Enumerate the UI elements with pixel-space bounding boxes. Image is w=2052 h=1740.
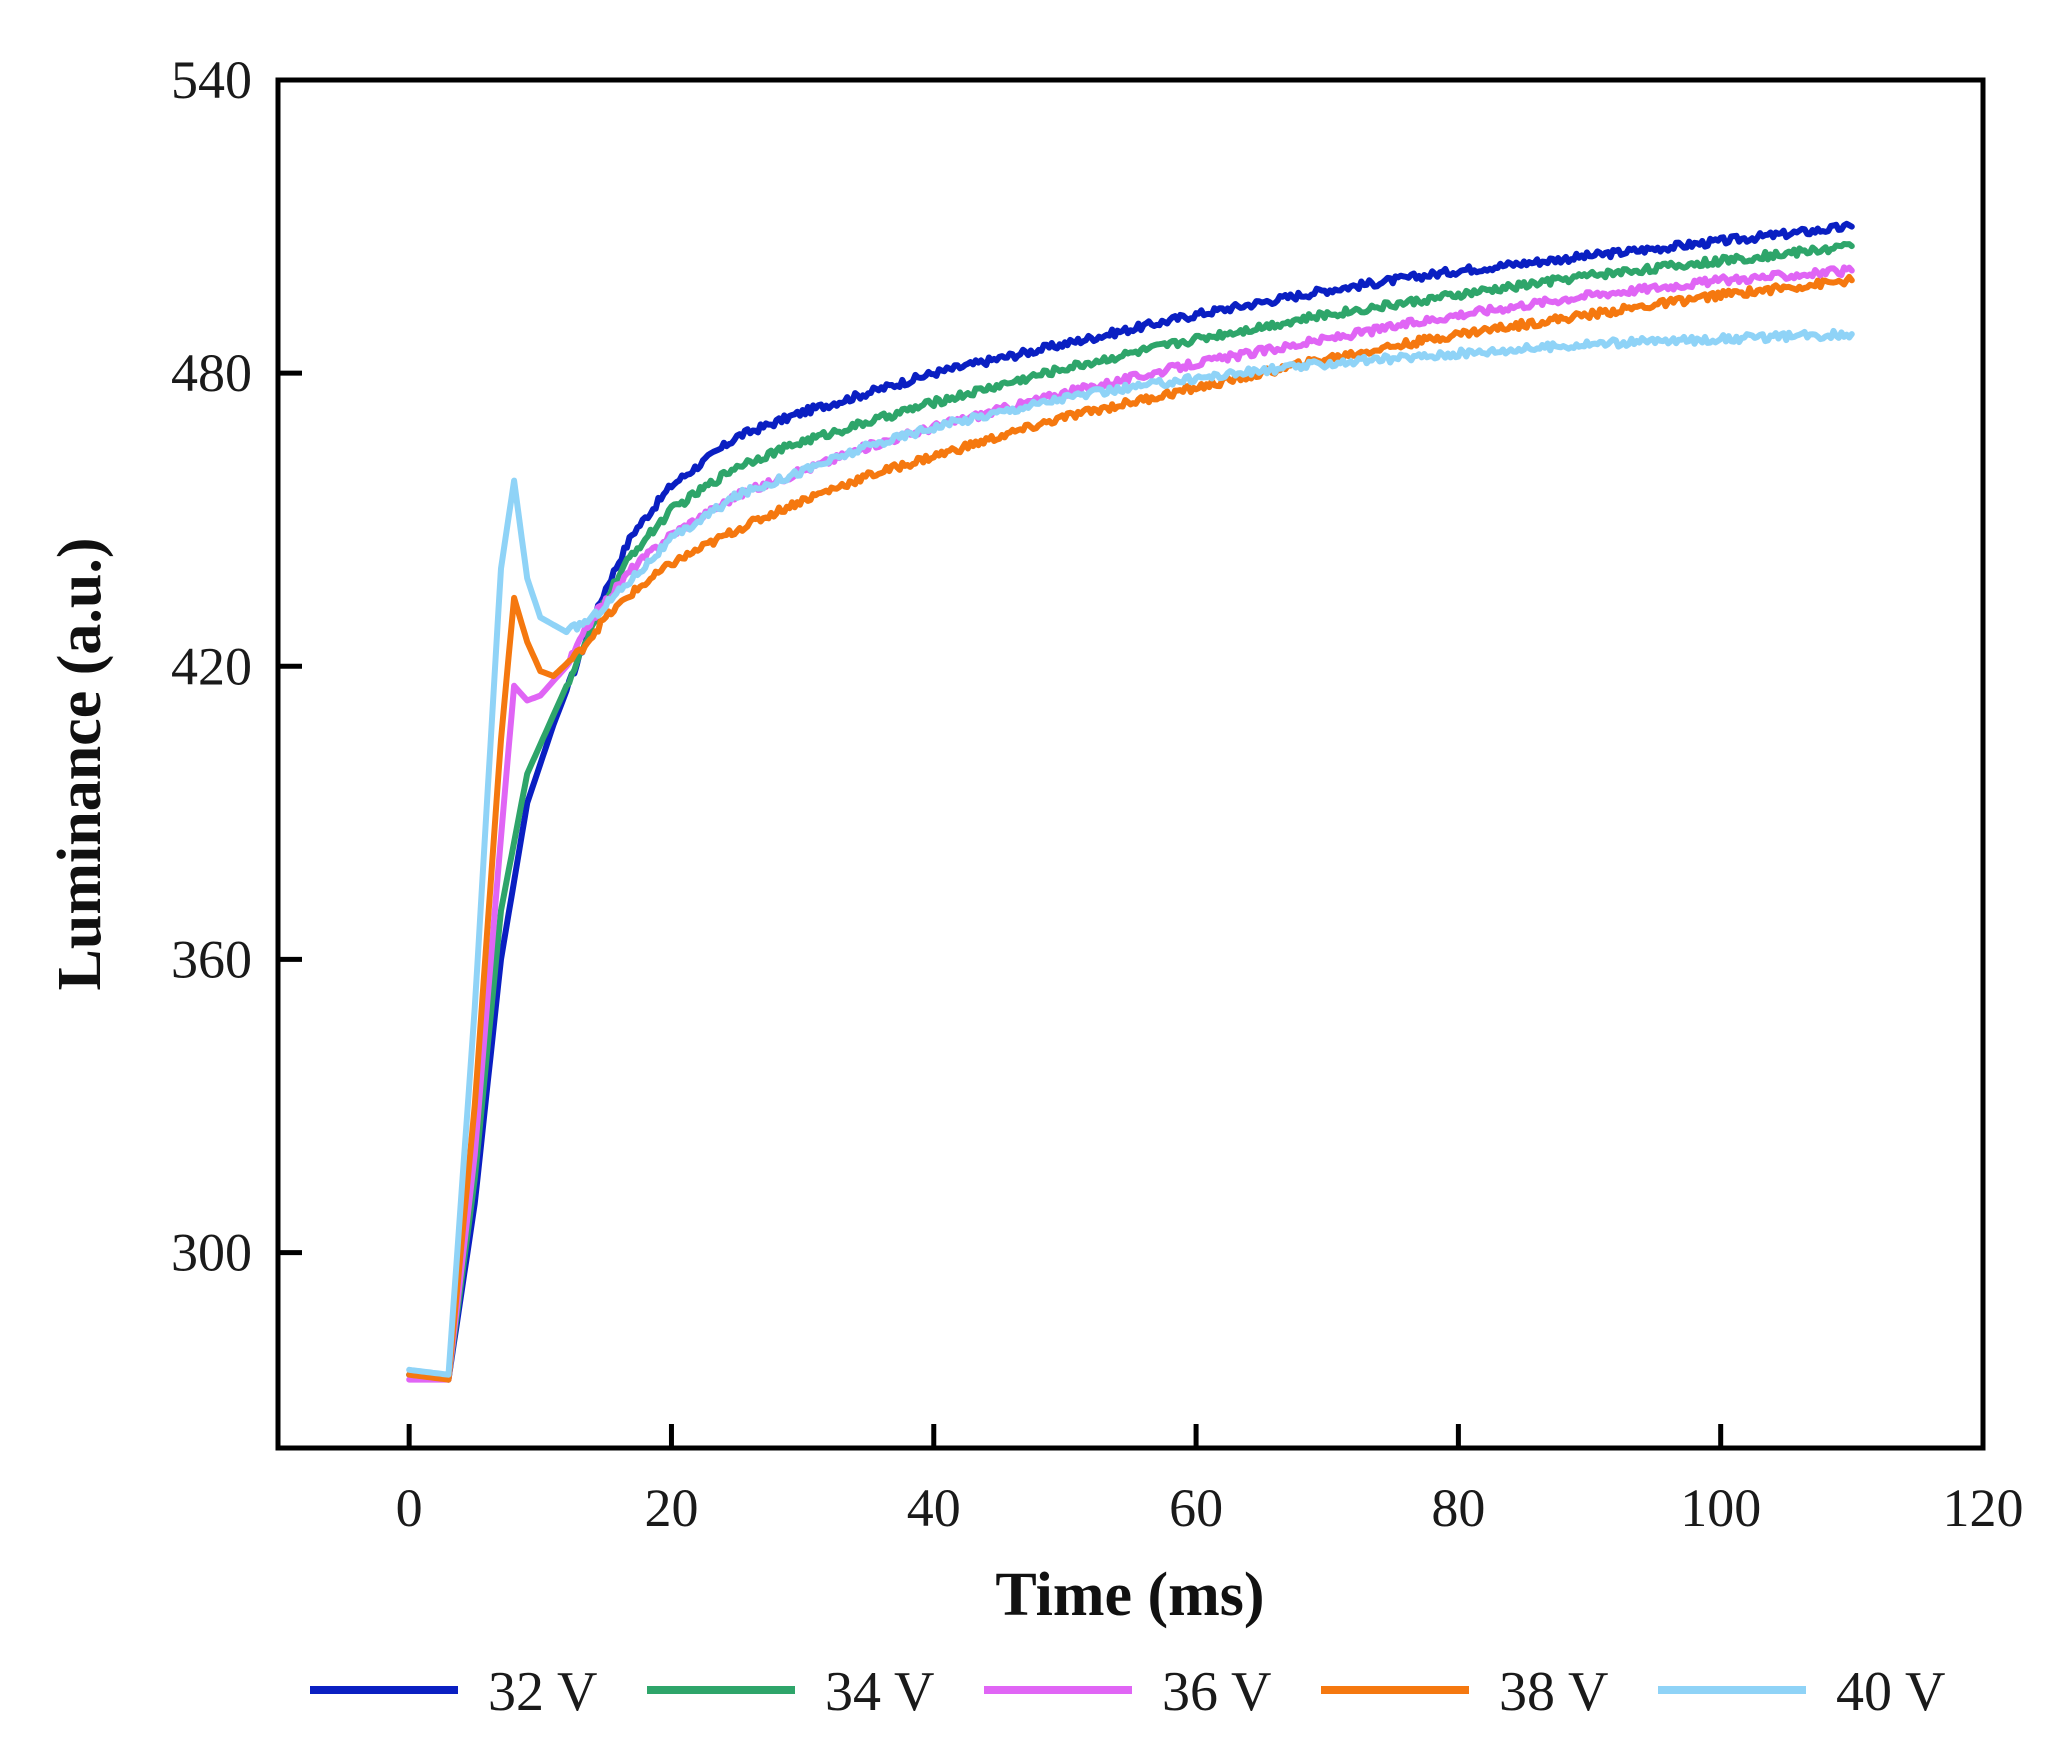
x-tick-label: 80 xyxy=(1431,1478,1485,1538)
legend-label: 40 V xyxy=(1836,1661,1945,1723)
x-tick-label: 100 xyxy=(1680,1478,1761,1538)
y-tick-label: 420 xyxy=(171,636,252,696)
series-line-38v xyxy=(406,273,1855,1383)
x-tick-label: 60 xyxy=(1169,1478,1223,1538)
x-tick-label: 40 xyxy=(907,1478,961,1538)
series-line-36v xyxy=(406,264,1855,1383)
series-line-40v xyxy=(406,327,1855,1378)
x-axis: 0 20 40 60 80 100 120 xyxy=(396,1424,2024,1538)
legend-label: 36 V xyxy=(1162,1661,1271,1723)
series-line-32v xyxy=(406,220,1855,1383)
series-layer xyxy=(406,220,1855,1383)
series-line-34v xyxy=(406,241,1855,1383)
y-tick-label: 300 xyxy=(171,1223,252,1283)
x-axis-title: Time (ms) xyxy=(995,1561,1264,1629)
legend: 32 V 34 V 36 V 38 V 40 V xyxy=(310,1661,1945,1723)
y-tick-label: 360 xyxy=(171,929,252,989)
y-tick-label: 540 xyxy=(171,50,252,110)
legend-label: 34 V xyxy=(825,1661,934,1723)
x-tick-label: 0 xyxy=(396,1478,423,1538)
x-tick-label: 20 xyxy=(644,1478,698,1538)
x-tick-label: 120 xyxy=(1943,1478,2024,1538)
y-tick-label: 480 xyxy=(171,343,252,403)
legend-label: 32 V xyxy=(488,1661,597,1723)
y-axis: 300 360 420 480 540 xyxy=(171,50,302,1283)
y-axis-title: Luminance (a.u.) xyxy=(46,538,114,991)
legend-label: 38 V xyxy=(1499,1661,1608,1723)
plot-frame xyxy=(275,77,1986,1451)
